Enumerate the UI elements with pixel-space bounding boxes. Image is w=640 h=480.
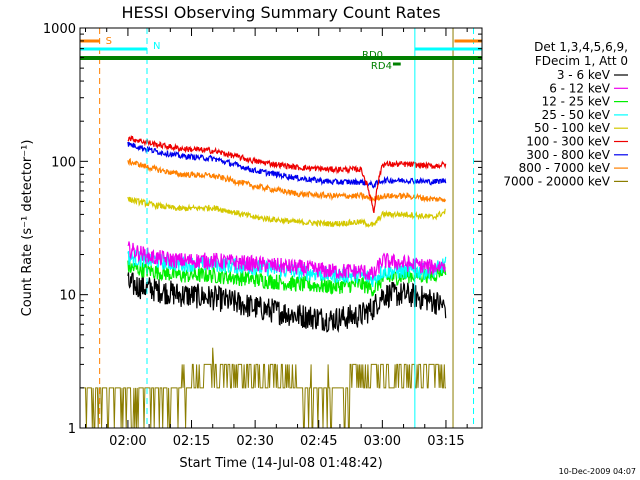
legend-entry-label: 7000 - 20000 keV <box>503 174 610 188</box>
series-line <box>127 134 447 214</box>
series-line <box>127 260 447 297</box>
legend-entry-label: 25 - 50 keV <box>542 108 611 122</box>
series-line <box>127 141 447 189</box>
y-tick-label: 10 <box>59 289 76 304</box>
x-tick-label: 02:00 <box>109 434 146 449</box>
series-line <box>127 196 446 228</box>
series-line <box>127 241 446 281</box>
legend-entry-label: 6 - 12 keV <box>549 81 611 95</box>
y-axis-label: Count Rate (s⁻¹ detector⁻¹) <box>20 140 35 317</box>
series-line <box>127 157 447 203</box>
legend-entry-label: 50 - 100 keV <box>534 121 611 135</box>
x-tick-label: 02:15 <box>173 434 210 449</box>
x-axis-label: Start Time (14-Jul-08 01:48:42) <box>179 456 382 471</box>
series-line <box>127 272 447 334</box>
series-layer <box>81 134 447 428</box>
series-line <box>81 347 446 428</box>
y-tick-label: 1000 <box>43 22 76 37</box>
x-tick-label: 03:15 <box>427 434 464 449</box>
flag-label: N <box>153 41 160 52</box>
y-tick-label: 100 <box>51 155 76 170</box>
legend-header: Det 1,3,4,5,6,9, <box>534 40 628 54</box>
flag-label: S <box>106 36 112 47</box>
flag-label: RD0 <box>362 50 383 61</box>
legend: Det 1,3,4,5,6,9,FDecim 1, Att 03 - 6 keV… <box>503 40 628 188</box>
timestamp: 10-Dec-2009 04:07 <box>559 467 636 476</box>
legend-entry-label: 100 - 300 keV <box>526 135 610 149</box>
x-tick-label: 02:30 <box>236 434 273 449</box>
legend-entry-label: 12 - 25 keV <box>542 95 611 109</box>
plot-frame <box>79 27 483 429</box>
legend-entry-label: 3 - 6 keV <box>557 68 611 82</box>
legend-entry-label: 300 - 800 keV <box>526 148 610 162</box>
legend-entry-label: 800 - 7000 keV <box>519 161 611 175</box>
x-tick-label: 03:00 <box>364 434 401 449</box>
x-tick-label: 02:45 <box>300 434 337 449</box>
legend-header: FDecim 1, Att 0 <box>535 54 628 68</box>
x-axis: 02:00 02:15 02:30 02:45 03:00 03:15 <box>85 28 468 449</box>
chart-title: HESSI Observing Summary Count Rates <box>121 3 440 22</box>
y-axis: 1 10 100 1000 <box>43 22 482 437</box>
y-tick-label: 1 <box>68 422 76 437</box>
flag-label: RD4 <box>371 61 392 72</box>
